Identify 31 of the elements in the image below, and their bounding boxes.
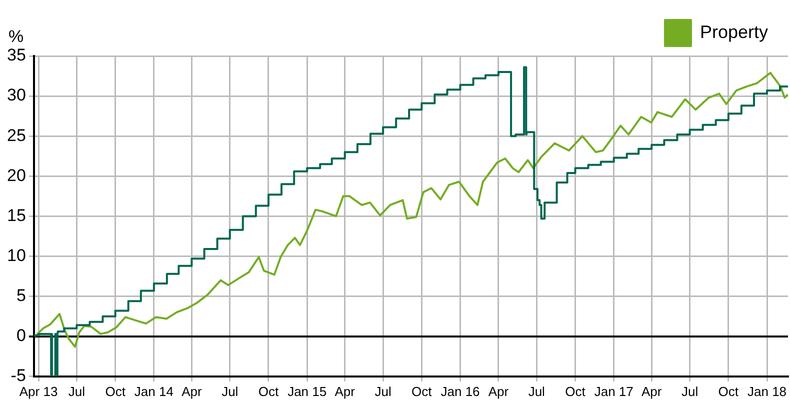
y-tick-label: 25	[6, 126, 26, 145]
x-tick-label: Jan 15	[288, 384, 327, 399]
x-tick-label: Apr	[642, 384, 662, 399]
y-tick-label: 0	[16, 326, 26, 346]
x-tick-label: Apr	[334, 384, 356, 399]
x-tick-label: Apr	[488, 384, 510, 399]
x-tick-label: Jan 17	[594, 384, 634, 399]
x-tick-label: Oct	[105, 384, 126, 399]
y-tick-label: 15	[6, 206, 26, 225]
y-tick-label: -5	[10, 366, 26, 386]
y-tick-label: 35	[6, 46, 26, 65]
x-tick-label: Jul	[374, 384, 392, 399]
y-tick-label: 5	[16, 286, 26, 305]
x-tick-label: Apr	[182, 384, 202, 399]
x-tick-label: Jan 18	[747, 384, 787, 399]
x-tick-label: Apr 13	[19, 384, 58, 399]
x-tick-label: Jan 14	[134, 384, 174, 399]
x-tick-label: Jul	[68, 384, 86, 399]
x-tick-label: Oct	[412, 384, 432, 399]
legend-label: Property	[700, 22, 768, 42]
x-tick-label: Jan 16	[440, 384, 480, 399]
y-tick-label: 10	[6, 246, 26, 265]
x-tick-label: Jul	[528, 384, 546, 399]
x-tick-label: Oct	[565, 384, 586, 399]
x-tick-label: Jul	[681, 384, 698, 399]
x-tick-label: Oct	[718, 384, 739, 399]
y-tick-label: 30	[6, 86, 26, 105]
x-tick-label: Oct	[258, 384, 279, 399]
y-axis-title: %	[8, 27, 24, 46]
x-tick-label: Jul	[222, 384, 238, 399]
y-tick-label: 20	[6, 166, 26, 185]
